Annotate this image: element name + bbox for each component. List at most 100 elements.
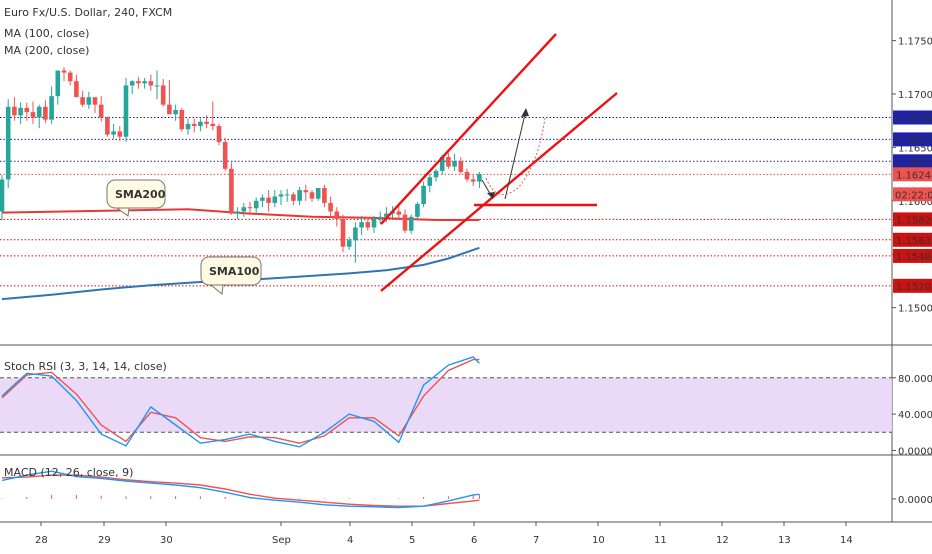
candle-down[interactable]: [470, 179, 476, 182]
date-axis-tick: 28: [35, 535, 48, 546]
candle-up[interactable]: [18, 107, 23, 116]
stoch-band: [0, 377, 892, 433]
candle-down[interactable]: [309, 192, 315, 199]
candle-down[interactable]: [24, 107, 30, 113]
candle-up[interactable]: [241, 207, 247, 212]
candle-up[interactable]: [427, 177, 433, 186]
candle-up[interactable]: [477, 174, 482, 182]
candle-up[interactable]: [185, 123, 191, 130]
candle-down[interactable]: [458, 161, 464, 172]
candle-up[interactable]: [49, 96, 54, 120]
candle-down[interactable]: [247, 207, 253, 209]
candle-up[interactable]: [55, 70, 61, 97]
candle-down[interactable]: [191, 123, 197, 127]
candle-up[interactable]: [384, 213, 389, 217]
price-level-label: 1.16370: [896, 157, 932, 168]
candle-up[interactable]: [359, 222, 364, 228]
date-axis-tick: 30: [160, 535, 173, 546]
candle-down[interactable]: [12, 106, 17, 116]
date-axis-tick: 7: [533, 535, 539, 546]
candle-up[interactable]: [439, 157, 445, 171]
candle-up[interactable]: [371, 218, 377, 228]
candle-up[interactable]: [235, 211, 240, 214]
candle-down[interactable]: [322, 187, 327, 203]
candle-down[interactable]: [80, 97, 85, 105]
candle-down[interactable]: [67, 72, 73, 82]
candle-down[interactable]: [92, 97, 98, 105]
candle-up[interactable]: [173, 110, 178, 115]
candle-up[interactable]: [0, 179, 5, 212]
candle-down[interactable]: [210, 123, 216, 127]
date-axis-tick: 4: [347, 535, 353, 546]
candle-down[interactable]: [30, 112, 36, 118]
candle-down[interactable]: [105, 117, 110, 135]
candle-down[interactable]: [446, 157, 451, 167]
upper-channel-line[interactable]: [380, 33, 557, 225]
candle-up[interactable]: [272, 196, 278, 203]
candle-down[interactable]: [61, 70, 67, 73]
candle-up[interactable]: [415, 204, 420, 217]
candle-up[interactable]: [86, 97, 92, 105]
candle-down[interactable]: [365, 222, 371, 228]
candle-up[interactable]: [154, 85, 160, 87]
sma100-callout-box[interactable]: [200, 256, 262, 286]
date-axis-tick: 14: [840, 535, 853, 546]
candle-down[interactable]: [402, 214, 408, 231]
candle-down[interactable]: [464, 171, 470, 180]
sma200-callout-box[interactable]: [106, 179, 166, 209]
candle-up[interactable]: [260, 197, 265, 201]
lower-channel-line[interactable]: [380, 92, 618, 292]
candle-up[interactable]: [123, 85, 129, 137]
candle-down[interactable]: [136, 81, 141, 84]
date-axis-tick: 29: [98, 535, 111, 546]
candle-up[interactable]: [315, 187, 321, 199]
candle-down[interactable]: [74, 81, 79, 98]
candle-up[interactable]: [377, 216, 383, 219]
candle-up[interactable]: [284, 194, 290, 196]
candle-down[interactable]: [98, 104, 104, 118]
candle-up[interactable]: [142, 81, 147, 84]
date-axis-tick: 13: [778, 535, 791, 546]
candle-down[interactable]: [303, 190, 309, 193]
candle-down[interactable]: [148, 81, 154, 86]
candle-down[interactable]: [43, 106, 48, 120]
candle-up[interactable]: [5, 106, 11, 180]
candle-up[interactable]: [253, 200, 259, 209]
candle-down[interactable]: [222, 142, 228, 169]
legend-stoch: Stoch RSI (3, 3, 14, 14, close): [4, 360, 167, 373]
candle-down[interactable]: [216, 126, 222, 143]
candle-up[interactable]: [408, 216, 414, 231]
candle-up[interactable]: [198, 121, 203, 127]
candle-up[interactable]: [297, 190, 302, 201]
candle-up[interactable]: [421, 185, 426, 205]
candle-down[interactable]: [291, 194, 296, 201]
candle-up[interactable]: [433, 170, 439, 178]
stoch-axis-tick: 40.0000: [898, 410, 932, 421]
candle-up[interactable]: [346, 240, 352, 247]
price-level-tag: [893, 132, 932, 147]
candle-up[interactable]: [111, 131, 116, 135]
candle-down[interactable]: [167, 104, 172, 115]
price-level-label: 1.16575: [896, 135, 932, 146]
candle-down[interactable]: [160, 85, 166, 105]
candle-down[interactable]: [179, 110, 185, 130]
candle-down[interactable]: [117, 131, 123, 137]
candle-up[interactable]: [353, 227, 358, 241]
candle-up[interactable]: [129, 81, 135, 86]
pullback-arrow-head: [487, 192, 495, 199]
candle-down[interactable]: [340, 218, 346, 247]
candle-down[interactable]: [229, 168, 234, 214]
candle-up[interactable]: [36, 106, 42, 118]
candle-down[interactable]: [396, 211, 402, 215]
legend-ma200: MA (200, close): [4, 44, 89, 57]
candle-down[interactable]: [328, 202, 333, 212]
date-axis-tick: 11: [654, 535, 667, 546]
candle-up[interactable]: [452, 161, 457, 167]
price-axis-tick: 1.17000: [898, 90, 932, 101]
candle-up[interactable]: [278, 194, 284, 197]
candle-down[interactable]: [204, 121, 209, 124]
candle-down[interactable]: [266, 197, 271, 203]
candle-down[interactable]: [334, 211, 340, 219]
